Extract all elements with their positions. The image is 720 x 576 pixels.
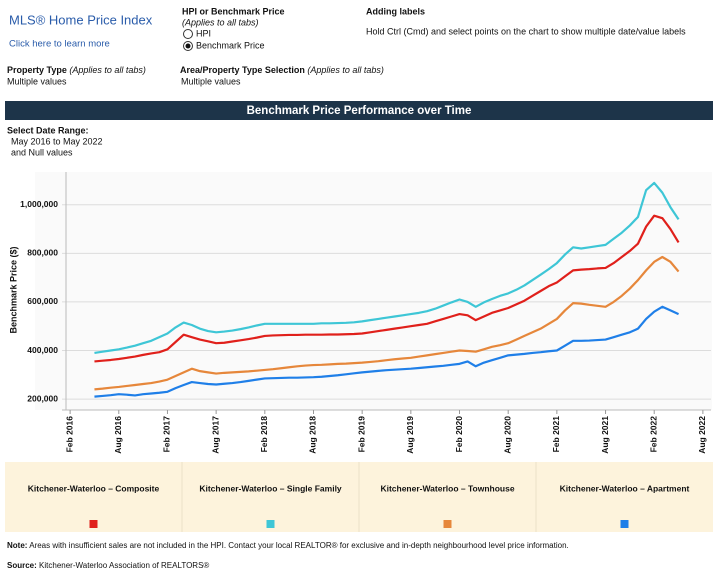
area-title: Area/Property Type Selection: [180, 65, 305, 75]
measure-note: (Applies to all tabs): [182, 17, 259, 27]
learn-more-link[interactable]: Click here to learn more: [9, 39, 110, 50]
y-tick-label: 800,000: [27, 248, 58, 258]
area-heading: Area/Property Type Selection (Applies to…: [180, 65, 384, 75]
x-tick-label: Aug 2018: [308, 416, 318, 454]
radio-label: Benchmark Price: [196, 40, 265, 50]
legend-label[interactable]: Kitchener-Waterloo – Composite: [28, 483, 160, 493]
legend-label[interactable]: Kitchener-Waterloo – Townhouse: [380, 483, 514, 493]
x-tick-label: Feb 2021: [551, 416, 561, 453]
labels-text: Hold Ctrl (Cmd) and select points on the…: [366, 26, 686, 36]
x-tick-label: Feb 2017: [162, 416, 172, 453]
x-tick-label: Aug 2022: [697, 416, 707, 454]
legend-label[interactable]: Kitchener-Waterloo – Single Family: [199, 483, 342, 493]
x-tick-label: Feb 2018: [259, 416, 269, 453]
source: Source: Kitchener-Waterloo Association o…: [7, 561, 209, 570]
x-tick-label: Feb 2020: [454, 416, 464, 453]
labels-title: Adding labels: [366, 6, 425, 16]
area-value[interactable]: Multiple values: [181, 76, 241, 86]
radio-selected-dot: [185, 43, 191, 49]
y-tick-label: 1,000,000: [20, 199, 58, 209]
radio-label: HPI: [196, 28, 211, 38]
legend: Kitchener-Waterloo – Composite Kitchener-…: [28, 462, 690, 532]
legend-label[interactable]: Kitchener-Waterloo – Apartment: [560, 483, 690, 493]
x-tick-label: Aug 2020: [502, 416, 512, 454]
property-type-note: (Applies to all tabs): [69, 65, 146, 75]
property-type-heading: Property Type (Applies to all tabs): [7, 65, 146, 75]
radio-button[interactable]: [183, 29, 193, 39]
property-type-title: Property Type: [7, 65, 67, 75]
page-title: MLS® Home Price Index: [9, 12, 153, 27]
legend-swatch[interactable]: [620, 520, 629, 528]
x-tick-label: Feb 2019: [356, 416, 366, 453]
banner: [5, 101, 713, 120]
series-line: [94, 181, 680, 355]
y-tick-label: 200,000: [27, 393, 58, 403]
x-tick-label: Aug 2019: [405, 416, 415, 454]
radio-hpi[interactable]: HPI: [183, 28, 212, 39]
legend-swatch[interactable]: [89, 520, 98, 528]
date-range-title: Select Date Range:: [7, 125, 89, 135]
y-axis-label: Benchmark Price ($): [8, 246, 18, 333]
x-tick-label: Aug 2016: [113, 416, 123, 454]
chart-title: Benchmark Price Performance over Time: [247, 105, 472, 117]
source-label: Source:: [7, 561, 37, 570]
radio-benchmark[interactable]: Benchmark Price: [183, 40, 265, 51]
x-tick-label: Feb 2022: [648, 416, 658, 453]
series-line: [94, 305, 680, 398]
date-range-extra: and Null values: [11, 147, 73, 157]
note-text: Areas with insufficient sales are not in…: [29, 541, 569, 550]
legend-swatch[interactable]: [266, 520, 275, 528]
y-tick-label: 600,000: [27, 296, 58, 306]
series-line: [94, 214, 680, 363]
date-range-value[interactable]: May 2016 to May 2022: [11, 136, 103, 146]
legend-swatch[interactable]: [443, 520, 452, 528]
chart-area: [35, 172, 712, 410]
series-line: [94, 255, 680, 391]
y-tick-label: 400,000: [27, 345, 58, 355]
measure-title: HPI or Benchmark Price: [182, 6, 285, 16]
property-type-value[interactable]: Multiple values: [7, 76, 67, 86]
note: Note: Areas with insufficient sales are …: [7, 541, 569, 550]
note-label: Note:: [7, 541, 27, 550]
area-note: (Applies to all tabs): [307, 65, 384, 75]
x-tick-label: Feb 2016: [64, 416, 74, 453]
x-tick-label: Aug 2021: [600, 416, 610, 454]
x-tick-label: Aug 2017: [210, 416, 220, 454]
source-text: Kitchener-Waterloo Association of REALTO…: [39, 561, 209, 570]
